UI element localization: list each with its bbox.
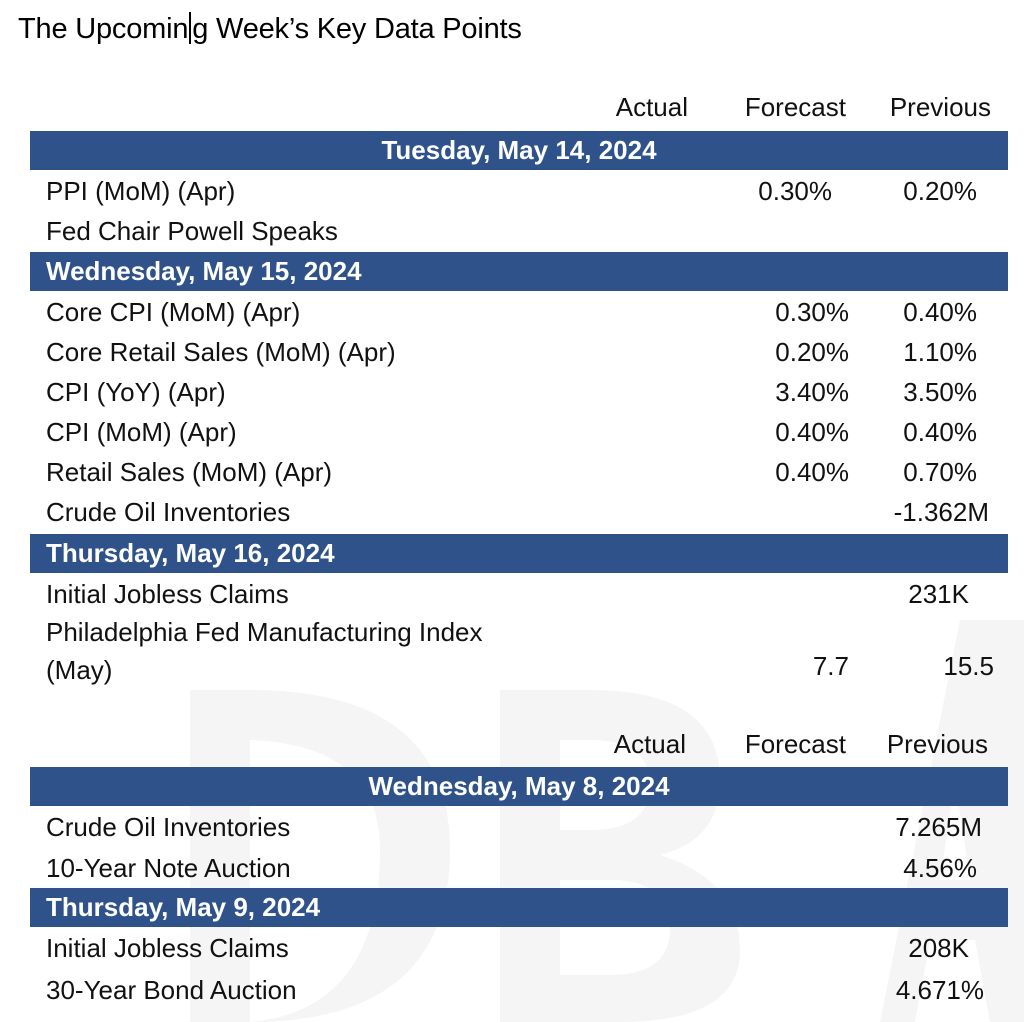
column-header-actual: Actual xyxy=(613,729,686,759)
row-previous: 15.5 xyxy=(943,651,994,681)
row-event-name: Core Retail Sales (MoM) (Apr) xyxy=(46,337,396,367)
row-event-name-line1: Philadelphia Fed Manufacturing Index xyxy=(46,617,483,647)
column-header-actual: Actual xyxy=(615,92,688,122)
row-event-name: Fed Chair Powell Speaks xyxy=(46,216,338,246)
day-header: Wednesday, May 8, 2024 xyxy=(30,767,1008,806)
row-forecast: 0.30% xyxy=(758,176,832,206)
table-row: CPI (YoY) (Apr) 3.40% 3.50% xyxy=(0,371,1024,411)
row-event-name: CPI (MoM) (Apr) xyxy=(46,417,237,447)
table-row: CPI (MoM) (Apr) 0.40% 0.40% xyxy=(0,411,1024,451)
row-event-name: 10-Year Note Auction xyxy=(46,853,291,883)
table-row: Philadelphia Fed Manufacturing Index (May… xyxy=(0,613,1024,689)
column-header-forecast: Forecast xyxy=(744,92,846,122)
column-header-row: Actual Forecast Previous xyxy=(0,725,1024,769)
row-previous: 3.50% xyxy=(903,377,977,407)
row-event-name: Crude Oil Inventories xyxy=(46,497,291,527)
table-row: 30-Year Bond Auction 4.671% xyxy=(0,969,1024,1009)
row-previous: -1.362M xyxy=(893,497,989,527)
column-header-previous: Previous xyxy=(889,92,991,122)
row-previous: 4.671% xyxy=(895,975,984,1005)
column-header-forecast: Forecast xyxy=(744,729,846,759)
row-event-name: Initial Jobless Claims xyxy=(46,579,289,609)
row-event-name: Retail Sales (MoM) (Apr) xyxy=(46,457,333,487)
previous-week-table: Actual Forecast Previous Wednesday, May … xyxy=(0,725,1024,1005)
page-title: The Upcomin g Week’s Key Data Points xyxy=(18,12,522,46)
day-header: Thursday, May 16, 2024 xyxy=(30,534,1008,573)
row-forecast: 3.40% xyxy=(775,377,849,407)
row-previous: 231K xyxy=(908,579,969,609)
row-forecast: 0.40% xyxy=(775,457,849,487)
row-previous: 0.40% xyxy=(903,297,977,327)
row-event-name-line2: (May) xyxy=(46,655,113,685)
day-header: Thursday, May 9, 2024 xyxy=(30,888,1008,927)
row-previous: 208K xyxy=(908,933,969,963)
row-previous: 0.70% xyxy=(903,457,977,487)
row-event-name: Core CPI (MoM) (Apr) xyxy=(46,297,301,327)
row-event-name: Initial Jobless Claims xyxy=(46,933,289,963)
row-forecast: 0.40% xyxy=(775,417,849,447)
day-header: Tuesday, May 14, 2024 xyxy=(30,131,1008,170)
row-event-name: CPI (YoY) (Apr) xyxy=(46,377,226,407)
table-row: Core CPI (MoM) (Apr) 0.30% 0.40% xyxy=(0,291,1024,331)
table-row: Initial Jobless Claims 208K xyxy=(0,927,1024,967)
table-row: PPI (MoM) (Apr) 0.30% 0.20% xyxy=(0,170,1024,210)
table-row: Initial Jobless Claims 231K xyxy=(0,573,1024,613)
row-forecast: 7.7 xyxy=(812,651,849,681)
row-previous: 0.20% xyxy=(903,176,977,206)
table-row: Retail Sales (MoM) (Apr) 0.40% 0.70% xyxy=(0,451,1024,491)
row-previous: 7.265M xyxy=(895,812,982,842)
table-row: Core Retail Sales (MoM) (Apr) 0.20% 1.10… xyxy=(0,331,1024,371)
row-previous: 4.56% xyxy=(903,853,977,883)
title-text-end: g Week’s Key Data Points xyxy=(192,13,522,45)
row-previous: 1.10% xyxy=(903,337,977,367)
row-event-name: Philadelphia Fed Manufacturing Index (May… xyxy=(46,613,483,689)
row-event-name: Crude Oil Inventories xyxy=(46,812,291,842)
column-header-row: Actual Forecast Previous xyxy=(0,88,1024,132)
upcoming-week-table: Actual Forecast Previous Tuesday, May 14… xyxy=(0,88,1024,685)
column-header-previous: Previous xyxy=(886,729,988,759)
day-header: Wednesday, May 15, 2024 xyxy=(30,252,1008,291)
text-cursor xyxy=(189,12,192,44)
table-row: Fed Chair Powell Speaks xyxy=(0,210,1024,250)
row-forecast: 0.20% xyxy=(775,337,849,367)
table-row: Crude Oil Inventories -1.362M xyxy=(0,491,1024,531)
table-row: 10-Year Note Auction 4.56% xyxy=(0,847,1024,887)
title-text-start: The Upcomin xyxy=(18,13,189,45)
table-row: Crude Oil Inventories 7.265M xyxy=(0,806,1024,846)
row-event-name: 30-Year Bond Auction xyxy=(46,975,297,1005)
row-event-name: PPI (MoM) (Apr) xyxy=(46,176,236,206)
row-forecast: 0.30% xyxy=(775,297,849,327)
row-previous: 0.40% xyxy=(903,417,977,447)
